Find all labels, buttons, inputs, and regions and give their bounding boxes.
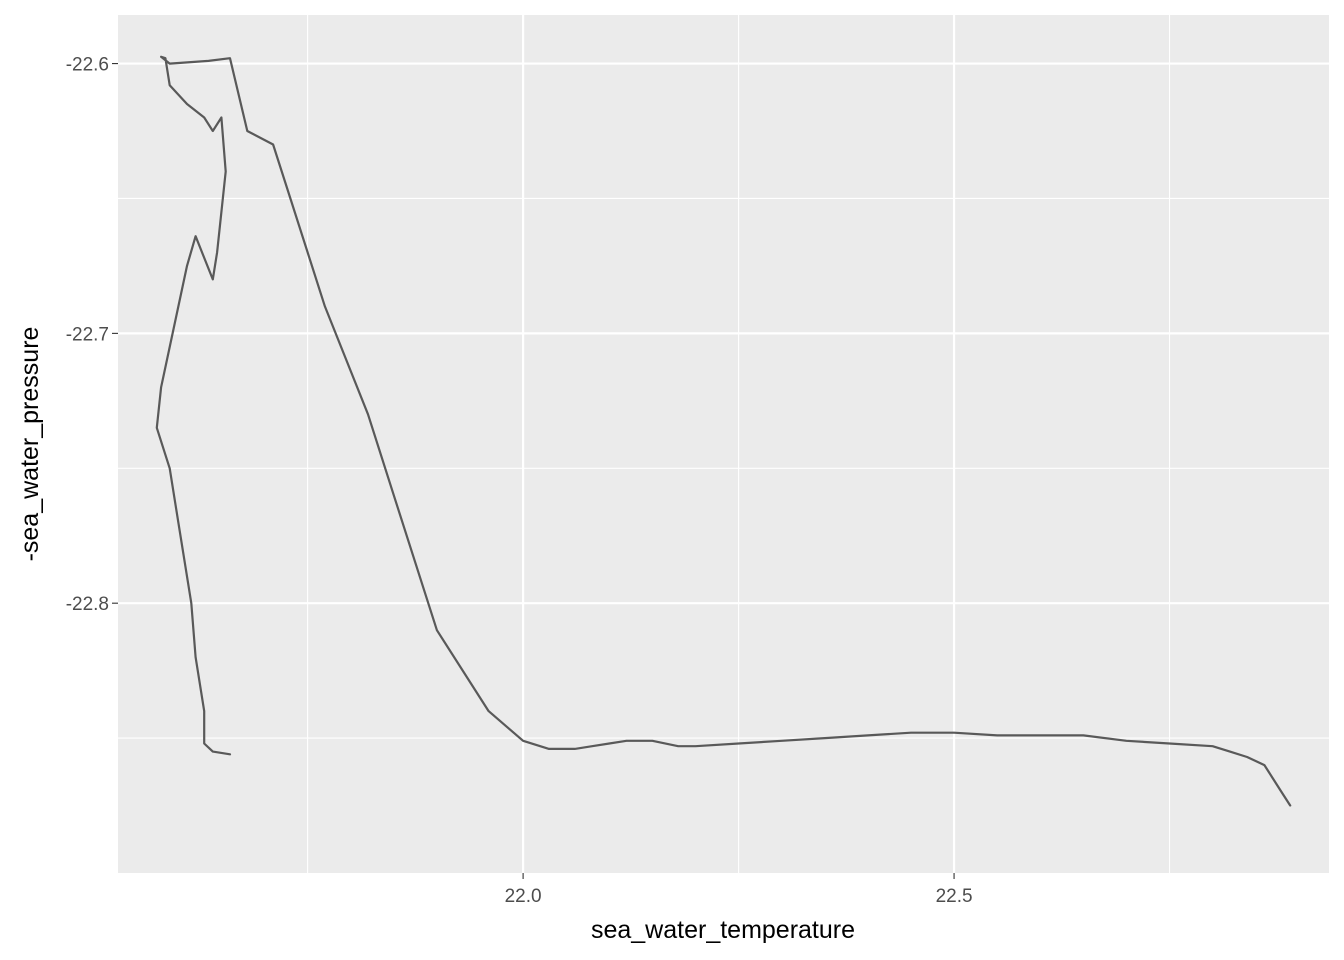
series-layer bbox=[155, 55, 1292, 807]
y-tick-label: -22.7 bbox=[66, 324, 109, 345]
plot-panel bbox=[118, 15, 1329, 873]
x-axis-ticks: 22.0 22.5 bbox=[505, 873, 973, 907]
minor-gridlines bbox=[118, 15, 1329, 873]
x-axis-title: sea_water_temperature bbox=[591, 916, 855, 944]
y-tick-label: -22.8 bbox=[66, 594, 109, 615]
x-tick-label: 22.5 bbox=[936, 886, 973, 907]
y-axis-ticks: -22.6 -22.7 -22.8 bbox=[66, 55, 118, 615]
y-axis-title: -sea_water_pressure bbox=[16, 327, 44, 562]
y-tick-label: -22.6 bbox=[66, 55, 109, 76]
major-gridlines bbox=[118, 15, 1329, 873]
series-line bbox=[155, 55, 1292, 807]
x-tick-label: 22.0 bbox=[505, 886, 542, 907]
